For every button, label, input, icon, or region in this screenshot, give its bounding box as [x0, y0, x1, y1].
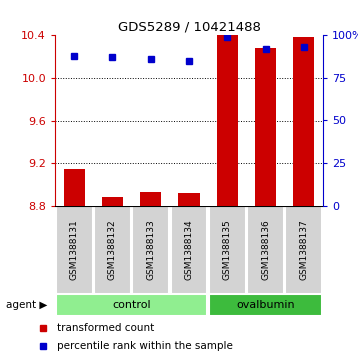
Title: GDS5289 / 10421488: GDS5289 / 10421488: [117, 21, 260, 34]
Text: GSM1388135: GSM1388135: [223, 220, 232, 280]
Bar: [293, 37, 314, 206]
Bar: [94, 206, 131, 294]
Text: percentile rank within the sample: percentile rank within the sample: [57, 341, 233, 351]
Bar: [255, 48, 276, 206]
Text: agent ▶: agent ▶: [6, 300, 48, 310]
Bar: [64, 168, 85, 206]
Text: GSM1388136: GSM1388136: [261, 220, 270, 280]
Text: GSM1388137: GSM1388137: [299, 220, 308, 280]
Text: ovalbumin: ovalbumin: [236, 300, 295, 310]
Bar: [285, 206, 322, 294]
Bar: [56, 294, 207, 316]
Text: GSM1388131: GSM1388131: [70, 220, 79, 280]
Text: transformed count: transformed count: [57, 323, 154, 333]
Bar: [209, 294, 322, 316]
Bar: [140, 192, 161, 206]
Bar: [247, 206, 284, 294]
Bar: [179, 193, 199, 206]
Bar: [102, 197, 123, 206]
Bar: [56, 206, 92, 294]
Bar: [217, 35, 238, 206]
Bar: [171, 206, 207, 294]
Text: GSM1388134: GSM1388134: [184, 220, 194, 280]
Text: GSM1388133: GSM1388133: [146, 220, 155, 280]
Bar: [209, 206, 246, 294]
Text: control: control: [112, 300, 151, 310]
Text: GSM1388132: GSM1388132: [108, 220, 117, 280]
Bar: [132, 206, 169, 294]
